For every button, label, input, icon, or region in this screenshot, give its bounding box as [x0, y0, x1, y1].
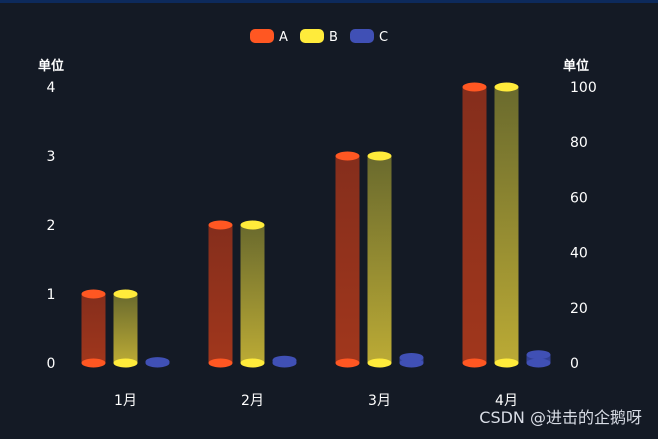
- bar-cap: [399, 352, 424, 362]
- legend-item-A[interactable]: A: [250, 29, 288, 45]
- bar-body: [113, 294, 138, 363]
- y-axis-right-label: 单位: [563, 58, 589, 74]
- bar-C-1月[interactable]: [145, 357, 170, 368]
- x-tick-label: 3月: [368, 393, 391, 409]
- bar-body: [208, 225, 233, 363]
- bar-A-2月[interactable]: [208, 220, 233, 368]
- y-left-tick-label: 3: [47, 149, 56, 165]
- x-tick-label: 4月: [495, 393, 518, 409]
- bar-cap: [113, 289, 138, 299]
- bar-C-2月[interactable]: [272, 355, 297, 368]
- bar-B-2月[interactable]: [240, 220, 265, 368]
- bar-B-1月[interactable]: [113, 289, 138, 368]
- bar-base: [240, 358, 265, 368]
- bar-body: [462, 87, 487, 363]
- bar-base: [335, 358, 360, 368]
- y-left-tick-label: 2: [47, 218, 56, 234]
- bar-cap: [240, 220, 265, 230]
- legend-swatch-B: [300, 29, 324, 43]
- bar-cap: [208, 220, 233, 230]
- watermark: CSDN @进击的企鹅呀: [479, 408, 642, 427]
- bar-B-4月[interactable]: [494, 82, 519, 368]
- bar-base: [208, 358, 233, 368]
- bar-cap: [367, 151, 392, 161]
- bar-C-3月[interactable]: [399, 352, 424, 368]
- x-tick-label: 2月: [241, 393, 264, 409]
- bar-cap: [462, 82, 487, 92]
- y-right-tick-label: 60: [570, 190, 588, 206]
- bar-base: [526, 358, 551, 368]
- bar-A-3月[interactable]: [335, 151, 360, 368]
- bar-body: [494, 87, 519, 363]
- legend-item-B[interactable]: B: [300, 29, 338, 45]
- bar-B-3月[interactable]: [367, 151, 392, 368]
- y-left-tick-label: 1: [47, 287, 56, 303]
- legend-label-A: A: [279, 30, 288, 45]
- bar-body: [81, 294, 106, 363]
- bar-base: [494, 358, 519, 368]
- y-right-tick-label: 100: [570, 80, 597, 96]
- y-right-tick-label: 0: [570, 356, 579, 372]
- x-tick-label: 1月: [114, 393, 137, 409]
- y-right-tick-label: 80: [570, 135, 588, 151]
- bar-body: [335, 156, 360, 363]
- y-left-tick-label: 4: [47, 80, 56, 96]
- bar-cap: [81, 289, 106, 299]
- legend-label-B: B: [329, 30, 338, 45]
- bar-cap: [494, 82, 519, 92]
- legend-swatch-C: [350, 29, 374, 43]
- legend-swatch-A: [250, 29, 274, 43]
- y-left-tick-label: 0: [47, 356, 56, 372]
- y-right-tick-label: 20: [570, 301, 588, 317]
- legend-item-C[interactable]: C: [350, 29, 388, 45]
- legend[interactable]: A B C: [250, 29, 388, 45]
- bar-cap: [335, 151, 360, 161]
- bar-base: [113, 358, 138, 368]
- bar-cap: [272, 355, 297, 365]
- bar-body: [367, 156, 392, 363]
- bar-base: [81, 358, 106, 368]
- bar-A-1月[interactable]: [81, 289, 106, 368]
- bar-cap: [145, 357, 170, 367]
- y-axis-left-label: 单位: [38, 58, 64, 74]
- y-right-tick-label: 40: [570, 246, 588, 262]
- bar-A-4月[interactable]: [462, 82, 487, 368]
- bar-cap: [526, 350, 551, 360]
- bar-base: [367, 358, 392, 368]
- bars: [81, 82, 551, 368]
- bar-base: [462, 358, 487, 368]
- bar-body: [240, 225, 265, 363]
- bar-C-4月[interactable]: [526, 350, 551, 368]
- legend-label-C: C: [379, 30, 388, 45]
